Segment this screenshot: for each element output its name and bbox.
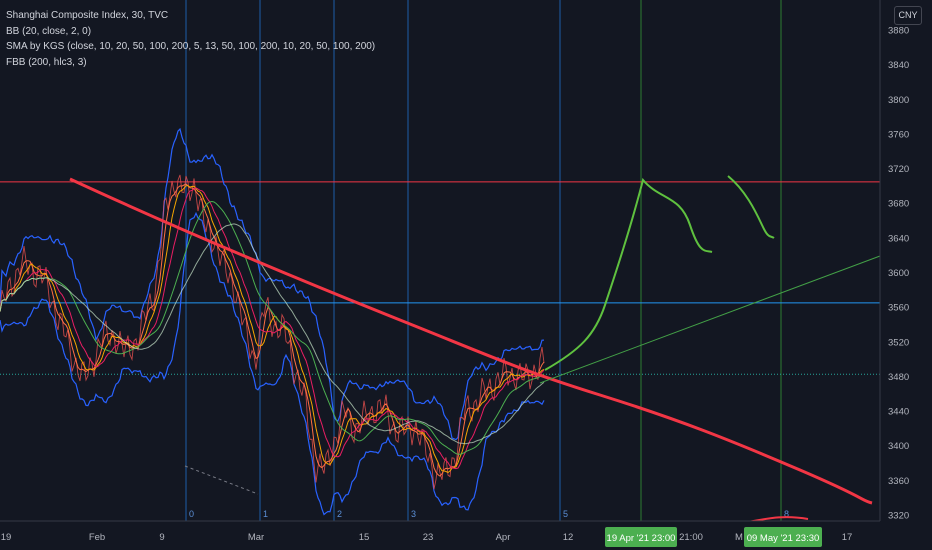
y-tick-label-0: 3880: [888, 26, 909, 37]
x-tick-label-7: 12: [563, 532, 574, 543]
cycle-label-8: 8: [784, 509, 789, 519]
x-tick-label-9: 17: [842, 532, 853, 543]
y-tick-label-8: 3560: [888, 303, 909, 314]
rising-trendline: [539, 255, 881, 384]
y-tick-label-10: 3480: [888, 372, 909, 383]
bollinger-lower: [0, 211, 545, 516]
legend-indicator-fbb[interactable]: FBB (200, hlc3, 3): [6, 56, 87, 68]
y-axis-bg: [880, 0, 932, 550]
currency-button[interactable]: CNY: [894, 6, 922, 25]
x-tick-label-0: 19: [1, 532, 12, 543]
y-tick-label-9: 3520: [888, 337, 909, 348]
price-series: [0, 174, 545, 490]
x-tick-label-6: Apr: [496, 532, 511, 543]
x-tick-label-5: 23: [423, 532, 434, 543]
price-levels: 3704.68043482.554718:27: [0, 173, 932, 395]
projection-path-2: [727, 175, 775, 239]
y-axis: 3880 3840 3800 3760 3720 3680 3640 3600 3560 3520…: [879, 0, 932, 550]
cycle-label-2: 2: [337, 509, 342, 519]
y-tick-label-13: 3360: [888, 476, 909, 487]
cycle-label-0: 0: [189, 509, 194, 519]
x-tick-label-3: Mar: [248, 532, 264, 543]
cycle-label-3: 3: [411, 509, 416, 519]
y-tick-label-11: 3440: [888, 407, 909, 418]
x-tick-label-1: Feb: [89, 532, 105, 543]
legend-indicator-bb[interactable]: BB (20, close, 2, 0): [6, 25, 92, 37]
y-tick-label-5: 3680: [888, 199, 909, 210]
ma-50: [0, 200, 545, 455]
date-badge-tail-0: 21:00: [679, 532, 703, 543]
date-badge-1: [744, 527, 822, 547]
ma-100: [0, 223, 545, 445]
descending-trendline: [69, 177, 873, 505]
drawings: [69, 175, 881, 523]
y-tick-label-12: 3400: [888, 441, 909, 452]
date-badge-text-1: 09 May '21 23:30: [747, 533, 820, 544]
y-tick-label-3: 3760: [888, 129, 909, 140]
y-tick-label-4: 3720: [888, 164, 909, 175]
ma-10: [0, 185, 545, 474]
x-tick-label-4: 15: [359, 532, 370, 543]
y-tick-label-7: 3600: [888, 268, 909, 279]
cycle-label-5: 5: [563, 509, 568, 519]
y-tick-label-6: 3640: [888, 233, 909, 244]
date-badge-0: [605, 527, 677, 547]
date-badge-text-0: 19 Apr '21 23:00: [607, 533, 676, 544]
y-tick-label-2: 3800: [888, 95, 909, 106]
legend-title: Shanghai Composite Index, 30, TVC: [6, 10, 169, 21]
chart-legend: Shanghai Composite Index, 30, TVC BB (20…: [6, 8, 375, 70]
projection-path-1: [544, 177, 713, 371]
y-tick-label-14: 3320: [888, 511, 909, 522]
legend-indicator-sma[interactable]: SMA by KGS (close, 10, 20, 50, 100, 200,…: [6, 41, 376, 52]
cycle-lines: 0 1 2 3 5 8: [185, 0, 789, 521]
x-axis-bg: [0, 521, 880, 550]
dashed-measure-line: [184, 465, 259, 495]
ma-20: [0, 187, 545, 470]
x-tick-label-8: M: [735, 532, 743, 543]
x-axis: 19 Feb 9 Mar 15 23 Apr 12 M 17 19 Apr '21 23:00 21:…: [0, 520, 880, 550]
ma-5: [0, 183, 545, 477]
bollinger-upper: [0, 127, 545, 441]
cycle-label-1: 1: [263, 509, 268, 519]
indicator-series: [0, 127, 545, 516]
y-tick-label-1: 3840: [888, 60, 909, 71]
x-tick-label-2: 9: [159, 532, 164, 543]
